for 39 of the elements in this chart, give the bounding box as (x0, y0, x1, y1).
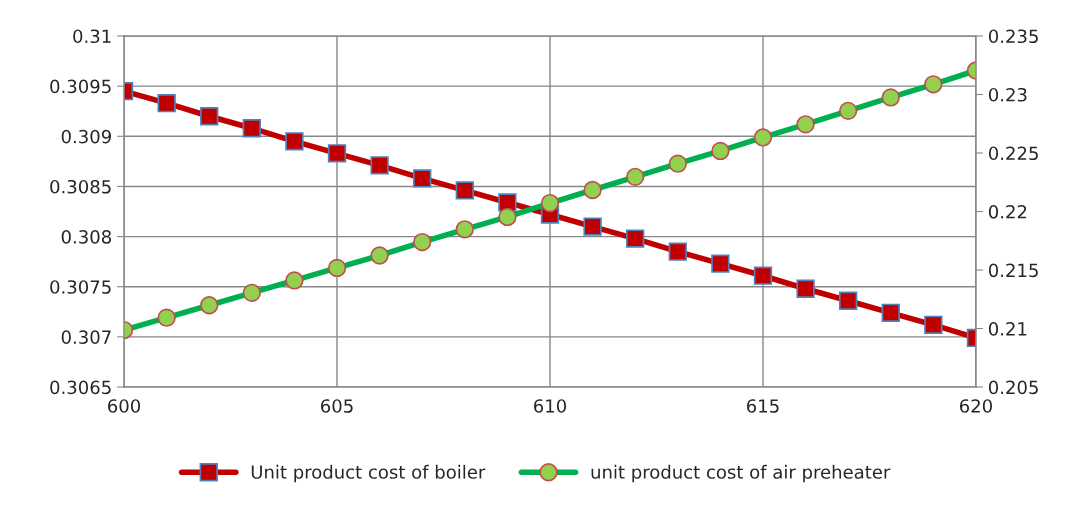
point (711, 254, 730, 273)
y-tick-label: 0.307 (61, 330, 111, 345)
point (242, 119, 261, 138)
point (285, 132, 304, 151)
x-tick-label: 615 (747, 399, 779, 413)
y2-tick-label: 0.235 (988, 29, 1038, 44)
y2-tick-label: 0.22 (988, 204, 1027, 219)
point (200, 107, 219, 126)
point (668, 242, 687, 261)
x-tick-label: 600 (108, 399, 141, 413)
point (838, 291, 858, 310)
point (413, 169, 432, 188)
point (924, 315, 943, 335)
y-tick-label: 0.3075 (50, 280, 111, 294)
point (327, 144, 347, 163)
y-tick-label: 0.3095 (50, 79, 111, 94)
y-tick-label: 0.31 (73, 29, 111, 44)
legend-label: Unit product cost of boiler (251, 464, 486, 483)
point (157, 94, 176, 113)
y2-tick-label: 0.205 (988, 380, 1038, 395)
y-tick-label: 0.308 (61, 230, 111, 244)
y2-tick-label: 0.23 (988, 87, 1027, 102)
point (455, 181, 474, 200)
point (583, 217, 602, 236)
x-tick-label: 620 (959, 399, 992, 413)
y2-tick-label: 0.21 (988, 321, 1027, 336)
x-tick-label: 610 (534, 399, 567, 413)
point (753, 266, 773, 285)
y-tick-label: 0.3065 (50, 380, 111, 395)
point (626, 229, 645, 248)
y2-tick-label: 0.225 (988, 146, 1038, 161)
point (370, 156, 389, 175)
point (796, 279, 815, 298)
y2-tick-label: 0.215 (988, 263, 1038, 278)
x-tick-label: 605 (321, 399, 353, 413)
y-tick-label: 0.3085 (50, 179, 111, 194)
y-tick-label: 0.309 (61, 129, 111, 144)
legend-label: unit product cost of air preheater (591, 464, 891, 483)
point (881, 303, 900, 322)
